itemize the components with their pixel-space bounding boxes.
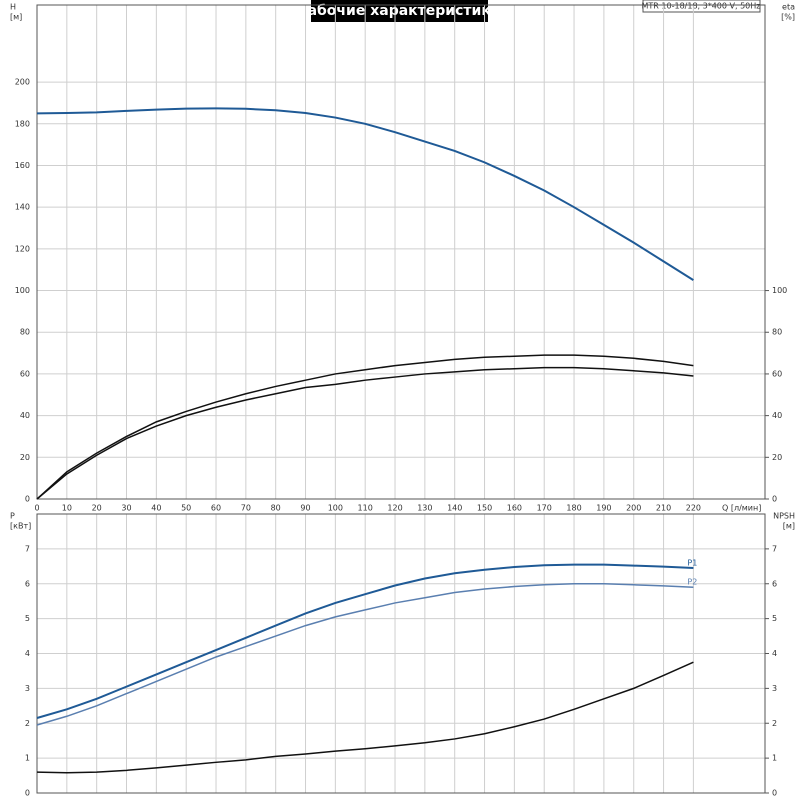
x-tick-label: 20	[92, 504, 102, 513]
y-tick-label: 5	[25, 614, 30, 623]
x-axis-label: Q [л/мин]	[722, 504, 761, 513]
x-tick-label: 30	[121, 504, 131, 513]
y-tick-label: 60	[20, 369, 30, 378]
plot-frame	[36, 4, 766, 500]
series-line	[36, 583, 694, 726]
x-tick-label: 170	[537, 504, 552, 513]
model-box	[642, 0, 761, 13]
y-tick-label: 2	[25, 719, 30, 728]
x-tick-label: 140	[447, 504, 462, 513]
y-tick-label: 120	[15, 244, 30, 253]
model-label: MTR 10-18/18, 3*400 V, 50Hz	[642, 2, 761, 11]
series-line	[36, 563, 694, 719]
y-tick-label: 4	[25, 649, 30, 658]
plot-frame	[36, 513, 766, 794]
y2-tick-label: 5	[772, 614, 777, 623]
y-tick-label: 20	[20, 453, 30, 462]
x-tick-label: 80	[271, 504, 281, 513]
y2-tick-label: 100	[772, 286, 787, 295]
x-tick-label: 110	[358, 504, 373, 513]
x-tick-label: 130	[417, 504, 432, 513]
x-tick-label: 10	[62, 504, 72, 513]
x-tick-label: 90	[300, 504, 310, 513]
y-tick-label: 180	[15, 119, 30, 128]
y-tick-label: 140	[15, 203, 30, 212]
y-tick-label: 80	[20, 328, 30, 337]
y-tick-label: 1	[25, 754, 30, 763]
y-tick-label: 160	[15, 161, 30, 170]
x-tick-label: 210	[656, 504, 671, 513]
y2-tick-label: 0	[772, 495, 777, 504]
x-tick-label: 220	[686, 504, 701, 513]
x-tick-label: 190	[596, 504, 611, 513]
y-tick-label: 3	[25, 684, 30, 693]
x-tick-label: 40	[151, 504, 161, 513]
x-tick-label: 200	[626, 504, 641, 513]
y2-tick-label: 0	[772, 789, 777, 798]
x-tick-label: 150	[477, 504, 492, 513]
y-axis-label: P	[10, 512, 15, 521]
series-line	[36, 107, 694, 281]
x-tick-label: 160	[507, 504, 522, 513]
y2-tick-label: 3	[772, 684, 777, 693]
series-line	[36, 354, 694, 500]
series-line	[36, 661, 694, 774]
chart-title: Рабочие характеристики	[297, 3, 500, 19]
x-tick-label: 0	[34, 504, 39, 513]
y-tick-label: 0	[25, 789, 30, 798]
y2-tick-label: 2	[772, 719, 777, 728]
y2-tick-label: 4	[772, 649, 777, 658]
y-axis-unit: [м]	[10, 13, 22, 22]
y2-axis-label: NPSH	[773, 512, 795, 521]
y2-tick-label: 1	[772, 754, 777, 763]
x-tick-label: 180	[566, 504, 581, 513]
series-label: P1	[687, 559, 697, 568]
x-tick-label: 120	[387, 504, 402, 513]
x-tick-label: 60	[211, 504, 221, 513]
y2-tick-label: 80	[772, 328, 782, 337]
series-line	[36, 366, 694, 500]
y2-axis-label: eta	[782, 3, 795, 12]
x-tick-label: 70	[241, 504, 251, 513]
y-tick-label: 200	[15, 78, 30, 87]
y2-tick-label: 20	[772, 453, 782, 462]
y2-tick-label: 40	[772, 411, 782, 420]
y2-tick-label: 7	[772, 544, 777, 553]
y2-axis-unit: [м]	[783, 522, 795, 531]
x-tick-label: 100	[328, 504, 343, 513]
y2-tick-label: 60	[772, 369, 782, 378]
y-tick-label: 40	[20, 411, 30, 420]
y-tick-label: 7	[25, 544, 30, 553]
y-tick-label: 0	[25, 495, 30, 504]
y-axis-unit: [кВт]	[10, 522, 31, 531]
y-axis-label: H	[10, 3, 16, 12]
y-tick-label: 6	[25, 579, 30, 588]
y2-tick-label: 6	[772, 579, 777, 588]
series-label: P2	[687, 578, 697, 587]
x-tick-label: 50	[181, 504, 191, 513]
y-tick-label: 100	[15, 286, 30, 295]
y2-axis-unit: [%]	[781, 13, 795, 22]
